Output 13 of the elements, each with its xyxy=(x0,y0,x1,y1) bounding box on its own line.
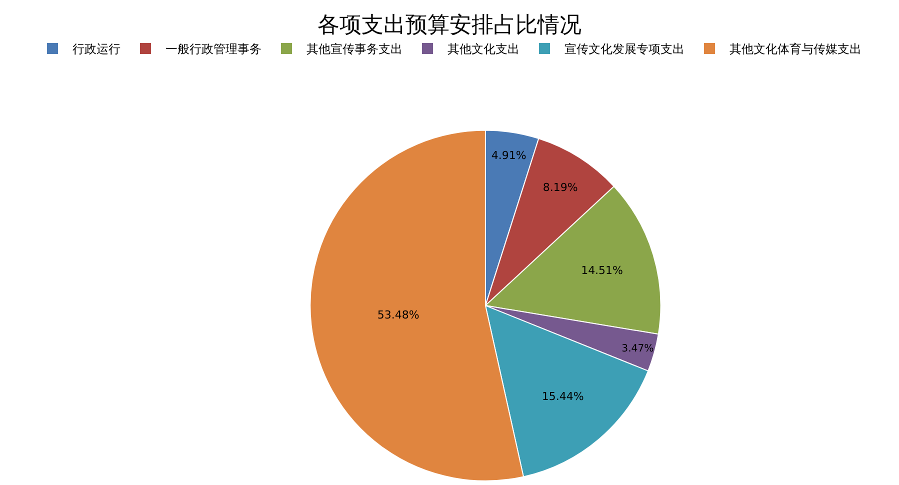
legend-label: 行政运行 xyxy=(72,42,120,56)
legend-label: 一般行政管理事务 xyxy=(166,42,262,56)
data-label: 4.91% xyxy=(491,148,526,162)
chart-title: 各项支出预算安排占比情况 xyxy=(318,12,582,38)
data-label: 53.48% xyxy=(377,308,420,322)
data-label: 14.51% xyxy=(581,264,624,278)
legend-label: 其他文化支出 xyxy=(448,42,520,56)
data-label: 3.47% xyxy=(622,343,654,354)
legend-label: 宣传文化发展专项支出 xyxy=(564,42,684,56)
legend-label: 其他宣传事务支出 xyxy=(306,42,402,56)
legend-label: 其他文化体育与传媒支出 xyxy=(730,42,862,56)
data-label: 8.19% xyxy=(542,181,578,194)
data-label: 15.44% xyxy=(542,390,584,404)
